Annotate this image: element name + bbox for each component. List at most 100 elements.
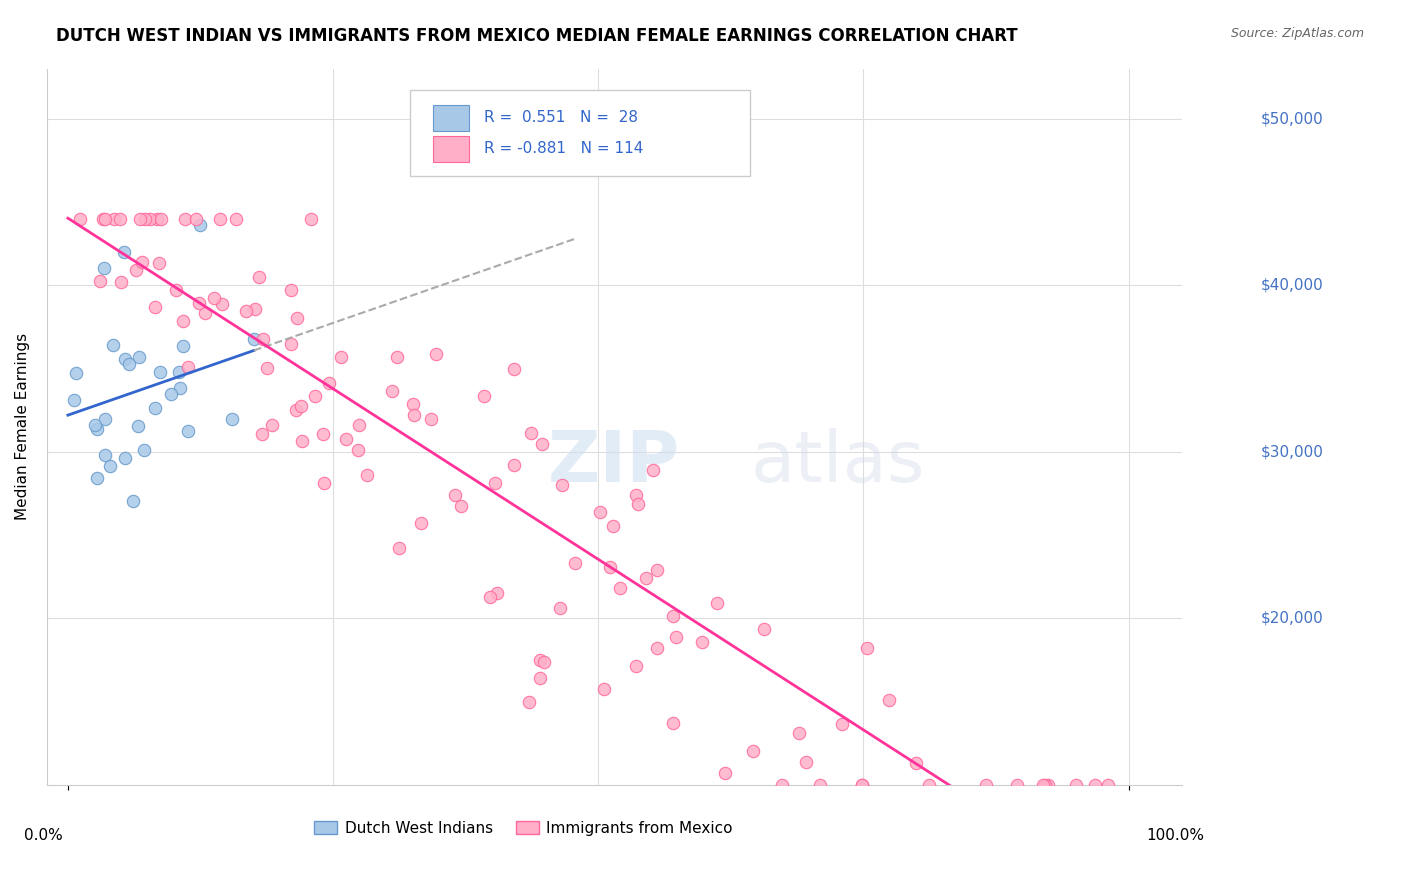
Point [742, 744, 765, 758]
Point [564, 556, 586, 570]
Point [86, 421, 108, 435]
Point [404, 409, 426, 423]
Point [856, 640, 879, 655]
Text: DUTCH WEST INDIAN VS IMMIGRANTS FROM MEXICO MEDIAN FEMALE EARNINGS CORRELATION C: DUTCH WEST INDIAN VS IMMIGRANTS FROM MEX… [56, 27, 1018, 45]
Point [221, 412, 243, 426]
Point [243, 301, 266, 316]
FancyBboxPatch shape [433, 105, 468, 131]
Point [411, 516, 433, 530]
Point [247, 270, 270, 285]
Text: 100.0%: 100.0% [1146, 828, 1205, 843]
Point [664, 631, 686, 645]
Point [851, 778, 873, 792]
Point [184, 211, 207, 226]
Point [132, 442, 155, 457]
Point [550, 601, 572, 615]
Point [69, 211, 91, 226]
Point [94, 211, 117, 226]
Point [318, 376, 340, 390]
Point [301, 212, 323, 227]
Text: R =  0.551   N =  28: R = 0.551 N = 28 [568, 112, 723, 126]
Point [381, 384, 404, 399]
Point [831, 717, 853, 731]
Text: $20,000: $20,000 [1261, 611, 1323, 626]
Point [879, 693, 901, 707]
Point [444, 488, 467, 502]
Point [645, 640, 668, 655]
Point [662, 609, 685, 624]
Point [425, 347, 447, 361]
Point [260, 418, 283, 433]
Point [290, 400, 312, 414]
Point [209, 211, 232, 226]
Text: $40,000: $40,000 [1261, 277, 1323, 293]
Point [609, 581, 631, 595]
Point [974, 778, 997, 792]
Point [194, 306, 217, 320]
Point [62, 393, 84, 408]
Point [149, 365, 172, 379]
Point [91, 211, 114, 226]
Point [335, 432, 357, 446]
Point [235, 304, 257, 318]
Text: $50,000: $50,000 [1261, 111, 1323, 126]
Point [131, 255, 153, 269]
Point [112, 244, 135, 259]
Text: R = -0.881   N = 114: R = -0.881 N = 114 [484, 141, 643, 155]
Point [472, 389, 495, 403]
Point [503, 362, 526, 376]
Point [285, 310, 308, 325]
Point [479, 590, 502, 604]
Point [172, 314, 194, 328]
Point [634, 571, 657, 585]
Point [602, 519, 624, 533]
Point [94, 448, 117, 462]
Point [662, 716, 685, 731]
Point [94, 411, 117, 425]
Point [690, 635, 713, 649]
Point [808, 778, 831, 792]
Point [165, 283, 187, 297]
Point [225, 211, 247, 226]
Point [1064, 778, 1087, 792]
Point [65, 366, 87, 380]
Point [347, 418, 370, 433]
Point [754, 622, 776, 636]
Point [202, 291, 225, 305]
Point [149, 211, 172, 226]
Point [918, 778, 941, 792]
Point [280, 283, 302, 297]
Point [593, 681, 616, 696]
Y-axis label: Median Female Earnings: Median Female Earnings [15, 334, 30, 520]
Point [86, 470, 108, 484]
Point [794, 755, 817, 769]
Point [169, 381, 191, 395]
Point [256, 361, 278, 376]
Point [450, 500, 472, 514]
Text: 0.0%: 0.0% [24, 828, 63, 843]
Point [706, 596, 728, 610]
Text: $30,000: $30,000 [1261, 444, 1324, 459]
Point [551, 477, 574, 491]
Point [114, 351, 136, 366]
Point [1036, 778, 1059, 792]
Point [243, 332, 266, 346]
Point [118, 358, 141, 372]
Point [529, 653, 551, 667]
Point [787, 726, 810, 740]
Point [905, 756, 928, 770]
Point [420, 412, 443, 426]
Point [93, 261, 115, 276]
Point [851, 778, 873, 792]
Point [172, 339, 194, 353]
Point [108, 211, 131, 226]
Point [127, 418, 149, 433]
Text: atlas: atlas [751, 428, 925, 497]
Point [626, 497, 648, 511]
Point [347, 443, 370, 458]
Point [187, 296, 209, 310]
FancyBboxPatch shape [409, 90, 751, 176]
Text: Source: ZipAtlas.com: Source: ZipAtlas.com [1230, 27, 1364, 40]
Point [1084, 778, 1107, 792]
FancyBboxPatch shape [433, 136, 468, 161]
